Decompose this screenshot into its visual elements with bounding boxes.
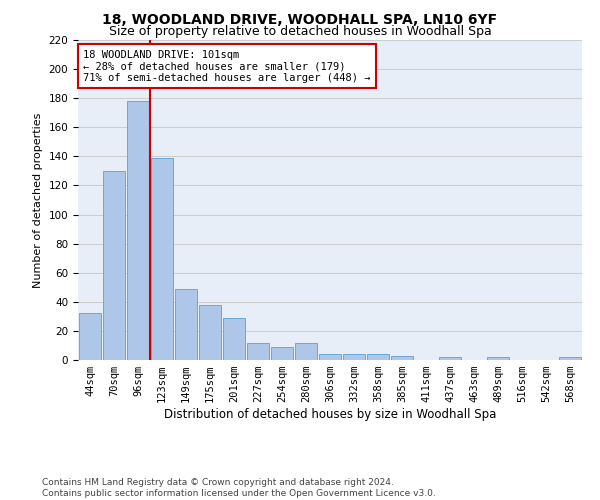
Bar (319, 354, 341, 360)
Bar (343, 354, 365, 360)
Bar (271, 347, 293, 360)
Bar (559, 357, 581, 360)
Bar (175, 288, 197, 360)
Text: Contains HM Land Registry data © Crown copyright and database right 2024.
Contai: Contains HM Land Registry data © Crown c… (42, 478, 436, 498)
Bar (199, 304, 221, 360)
Bar (79, 314, 101, 360)
Bar (367, 354, 389, 360)
Bar (295, 342, 317, 360)
X-axis label: Distribution of detached houses by size in Woodhall Spa: Distribution of detached houses by size … (164, 408, 496, 421)
Y-axis label: Number of detached properties: Number of detached properties (33, 112, 43, 288)
Bar (247, 342, 269, 360)
Text: Size of property relative to detached houses in Woodhall Spa: Size of property relative to detached ho… (109, 25, 491, 38)
Bar (223, 318, 245, 360)
Text: 18 WOODLAND DRIVE: 101sqm
← 28% of detached houses are smaller (179)
71% of semi: 18 WOODLAND DRIVE: 101sqm ← 28% of detac… (83, 50, 371, 83)
Bar (103, 171, 125, 360)
Bar (127, 101, 149, 360)
Bar (391, 356, 413, 360)
Bar (487, 357, 509, 360)
Text: 18, WOODLAND DRIVE, WOODHALL SPA, LN10 6YF: 18, WOODLAND DRIVE, WOODHALL SPA, LN10 6… (103, 12, 497, 26)
Bar (439, 357, 461, 360)
Bar (151, 158, 173, 360)
